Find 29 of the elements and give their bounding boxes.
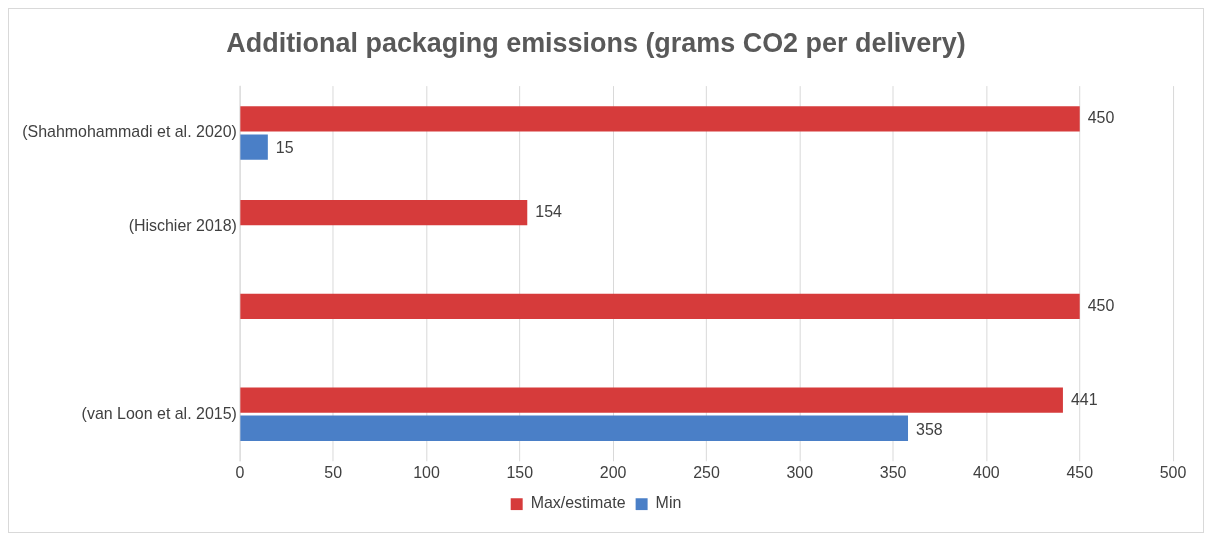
- legend-label: Min: [655, 494, 682, 512]
- data-label: 15: [275, 139, 294, 157]
- x-tick-label: 450: [1066, 464, 1094, 482]
- bar: [240, 415, 909, 441]
- y-tick-label: (Shahmohammadi et al. 2020): [22, 123, 237, 141]
- x-tick-label: 0: [235, 464, 245, 482]
- x-tick-label: 500: [1159, 464, 1187, 482]
- y-tick-label: (van Loon et al. 2015): [81, 404, 237, 422]
- x-tick-label: 300: [786, 464, 814, 482]
- x-tick-label: 100: [413, 464, 440, 482]
- data-label: 450: [1087, 296, 1115, 314]
- data-label: 450: [1087, 109, 1115, 127]
- bar: [240, 200, 528, 226]
- bar: [240, 134, 268, 160]
- bar: [240, 106, 1080, 132]
- data-label: 154: [535, 203, 563, 221]
- x-tick-label: 350: [879, 464, 907, 482]
- bar: [240, 293, 1080, 320]
- y-tick-label: (Hischier 2018): [128, 217, 237, 235]
- data-label: 358: [916, 420, 943, 438]
- x-tick-label: 250: [693, 464, 720, 482]
- data-label: 441: [1070, 390, 1098, 408]
- bar: [240, 387, 1063, 413]
- legend-label: Max/estimate: [530, 494, 626, 512]
- x-tick-label: 200: [599, 464, 627, 482]
- chart-title: Additional packaging emissions (grams CO2 per delivery): [226, 28, 966, 59]
- x-tick-label: 400: [973, 464, 1000, 482]
- x-tick-label: 50: [324, 464, 343, 482]
- x-tick-label: 150: [506, 464, 534, 482]
